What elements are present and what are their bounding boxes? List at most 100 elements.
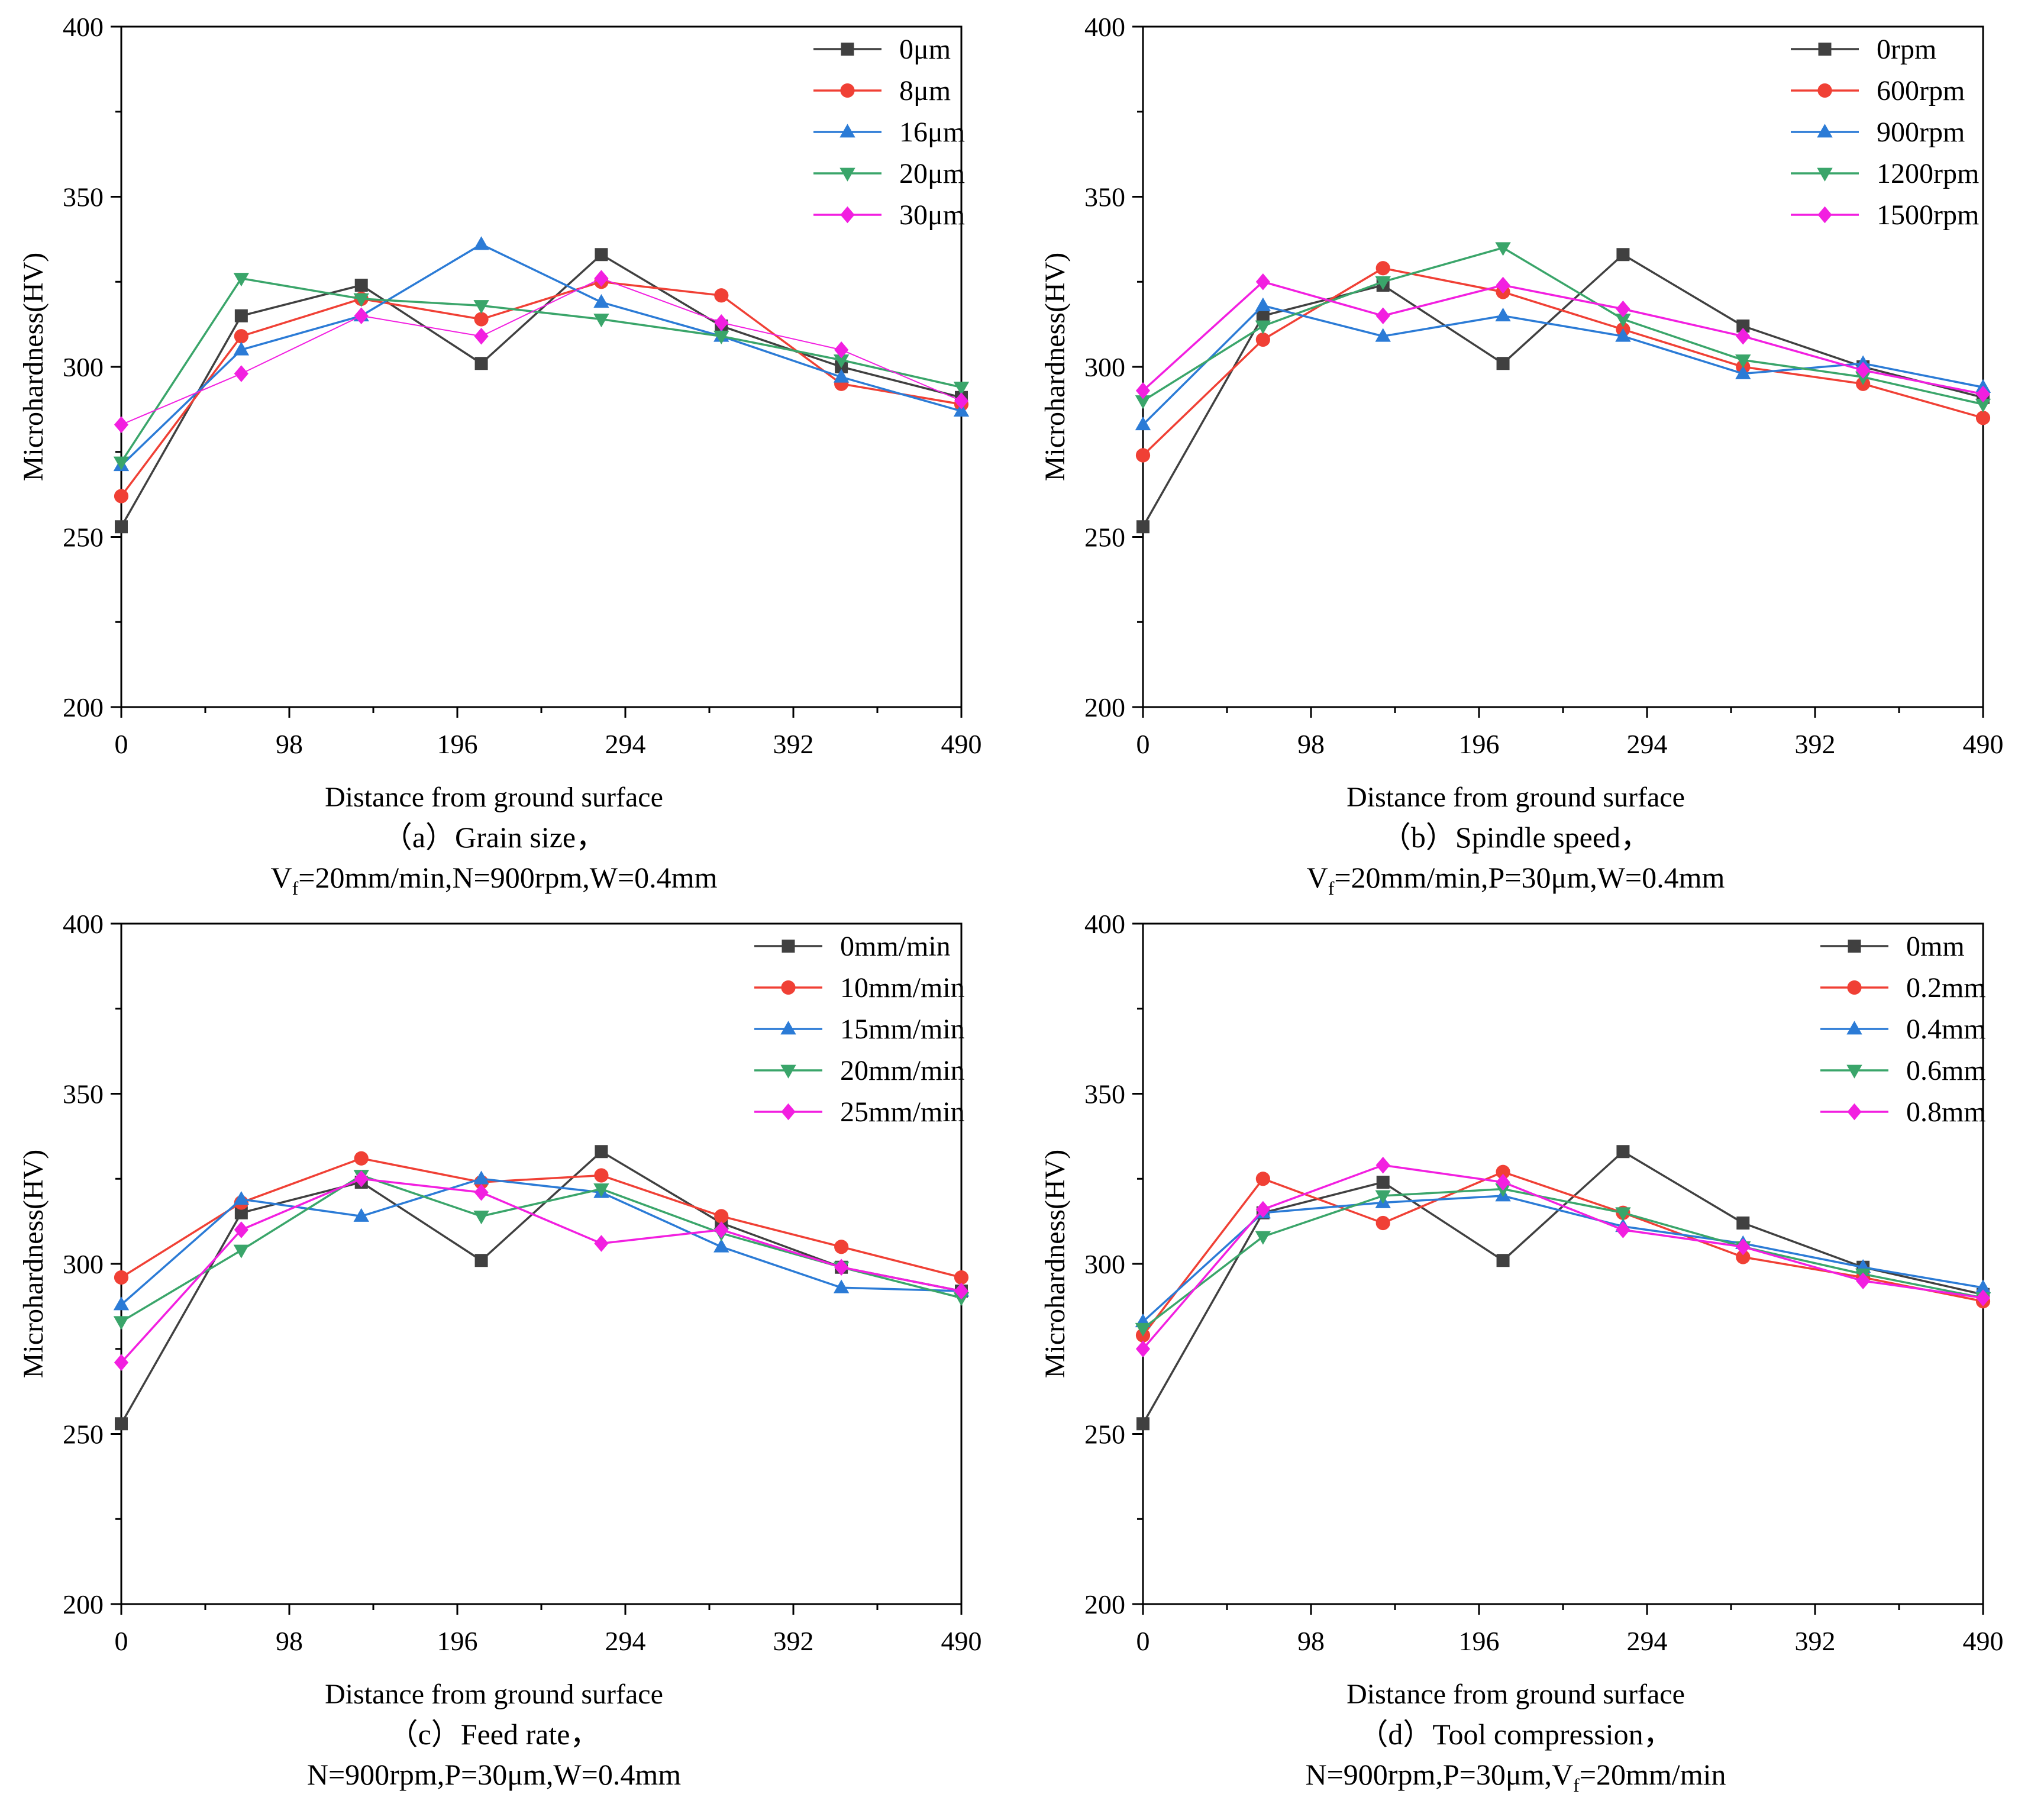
- panel-a-series-line-3: [120, 277, 962, 463]
- panel-c-y-tick-label: 400: [63, 909, 104, 939]
- panel-c-series-2-point: [353, 1208, 369, 1222]
- panel-d-series-line-3: [1142, 1188, 1984, 1330]
- panel-a-x-tick-label: 490: [941, 729, 982, 759]
- panel-d-caption-conditions: N=900rpm,P=30μm,Vf=20mm/min: [1306, 1758, 1726, 1794]
- panel-c-series-1-point: [594, 1168, 609, 1183]
- panel-c-series-3-point: [593, 1183, 609, 1198]
- panel-c-series-line-0: [120, 1150, 962, 1425]
- panel-b-series-0-point: [1136, 520, 1149, 534]
- panel-b-y-tick-label: 300: [1084, 352, 1125, 382]
- panel-c-series-0-point: [115, 1417, 128, 1431]
- panel-a-series-0-point: [595, 248, 608, 262]
- panel-d-x-tick-label: 0: [1136, 1626, 1150, 1656]
- panel-c-series-2-point: [473, 1170, 489, 1185]
- panel-d-legend-label-0: 0mm: [1906, 931, 1965, 962]
- panel-d-series-0-point: [1136, 1417, 1149, 1431]
- panel-c-series-0-point: [595, 1145, 608, 1159]
- panel-d-series-1-point: [1496, 1164, 1510, 1179]
- panel-d-legend-marker-1: [1847, 980, 1862, 995]
- panel-c-x-tick-label: 392: [773, 1626, 814, 1656]
- panel-c-legend-label-0: 0mm/min: [840, 931, 951, 962]
- panel-a-series-0-point: [474, 357, 488, 370]
- panel-b-x-tick-label: 392: [1795, 729, 1836, 759]
- panel-a-legend-marker-0: [841, 43, 854, 56]
- panel-c-series-2-point: [713, 1238, 729, 1253]
- panel-d-x-tick-label: 196: [1459, 1626, 1500, 1656]
- panel-b-series-3-point: [1975, 398, 1991, 412]
- panel-d-legend-label-4: 0.8mm: [1906, 1096, 1986, 1128]
- panel-b-series-0-point: [1616, 248, 1630, 262]
- panel-d-series-1-point: [1255, 1172, 1270, 1186]
- panel-b-legend-label-0: 0rpm: [1877, 34, 1936, 65]
- panel-d-legend-marker-2: [1846, 1021, 1862, 1035]
- panel-b-caption-conditions: Vf=20mm/min,P=30μm,W=0.4mm: [1307, 861, 1725, 897]
- panel-a-series-line-4: [121, 278, 962, 425]
- panel-b-series-1-point: [1375, 261, 1390, 276]
- panel-d-series-3-point: [1255, 1231, 1271, 1245]
- panel-d-series-line-2: [1142, 1195, 1984, 1323]
- panel-c-series-3-point: [233, 1244, 250, 1259]
- panel-b-legend-label-1: 600rpm: [1877, 75, 1965, 107]
- panel-c-series-3-point: [473, 1211, 489, 1225]
- panel-d-y-tick-label: 400: [1084, 909, 1125, 939]
- panel-d-x-tick-label: 490: [1963, 1626, 2004, 1656]
- panel-a-series-2-point: [233, 341, 250, 356]
- panel-b-series-4-point: [1496, 276, 1510, 294]
- panel-a-series-1-point: [714, 288, 729, 303]
- panel-c-x-tick-label: 294: [605, 1626, 646, 1656]
- panel-c-legend-marker-4: [781, 1103, 796, 1121]
- panel-d-series-4-point: [1135, 1340, 1151, 1358]
- panel-c-series-4-point: [834, 1259, 849, 1276]
- panel-a-series-line-2: [120, 243, 962, 467]
- panel-d-series-2-point: [1975, 1279, 1991, 1293]
- panel-d-y-tick-label: 350: [1084, 1079, 1125, 1109]
- panel-d-legend-label-1: 0.2mm: [1906, 972, 1986, 1004]
- panel-b-legend-marker-2: [1817, 124, 1833, 138]
- panel-a-series-2-point: [833, 369, 850, 383]
- panel-c-legend-marker-0: [782, 940, 795, 953]
- panel-b-legend-marker-0: [1818, 43, 1832, 56]
- panel-a-legend-label-4: 30μm: [899, 199, 965, 231]
- panel-d-series-1-point: [1375, 1215, 1390, 1231]
- panel-d-series-4-point: [1975, 1289, 1991, 1306]
- panel-c-series-line-2: [120, 1177, 962, 1306]
- panel-d-y-axis-title: Microhardness(HV): [1039, 1150, 1071, 1379]
- panel-a-y-axis-title: Microhardness(HV): [18, 253, 49, 482]
- panel-a-legend-label-0: 0μm: [899, 34, 951, 65]
- panel-a-x-tick-label: 98: [276, 729, 303, 759]
- panel-b-x-tick-label: 490: [1963, 729, 2004, 759]
- panel-c-series-4-point: [234, 1221, 248, 1238]
- panel-a-series-0-point: [354, 279, 368, 292]
- panel-a-series-3-point: [953, 382, 970, 396]
- panel-d-series-0-point: [1376, 1176, 1390, 1189]
- panel-a-y-tick-label: 300: [63, 352, 104, 382]
- panel-d-y-tick-label: 300: [1084, 1249, 1125, 1279]
- panel-c-series-4-point: [114, 1354, 129, 1372]
- panel-d-series-0-point: [1616, 1145, 1630, 1159]
- panel-b-series-2-point: [1735, 365, 1751, 379]
- panel-b-series-4-point: [1616, 300, 1630, 318]
- panel-c-series-0-point: [234, 1206, 248, 1219]
- panel-c-series-1-point: [834, 1240, 849, 1254]
- panel-a-legend-marker-1: [840, 83, 855, 98]
- panel-a-series-4-point: [954, 392, 969, 409]
- panel-d-y-tick-label: 200: [1084, 1589, 1125, 1619]
- panel-c-caption-title: （c）Feed rate，: [389, 1718, 600, 1751]
- panel-b-legend-marker-3: [1817, 167, 1833, 182]
- panel-c-legend-marker-1: [781, 980, 796, 995]
- panel-a-x-tick-label: 294: [605, 729, 646, 759]
- panel-a-series-2-point: [473, 236, 489, 250]
- panel-b-legend-label-3: 1200rpm: [1877, 158, 1979, 189]
- panel-a-series-3-point: [593, 314, 609, 328]
- panel-b-x-axis-title: Distance from ground surface: [1346, 782, 1685, 813]
- panel-c-series-line-1: [121, 1157, 962, 1279]
- panel-a-x-axis-title: Distance from ground surface: [325, 782, 663, 813]
- panel-b-series-2-point: [1615, 328, 1631, 342]
- panel-b-series-4-point: [1135, 382, 1151, 399]
- panel-a-legend-label-1: 8μm: [899, 75, 951, 107]
- panel-c-caption-conditions: N=900rpm,P=30μm,W=0.4mm: [307, 1758, 681, 1791]
- panel-b-series-3-point: [1135, 395, 1151, 409]
- panel-c-legend-marker-2: [780, 1021, 796, 1035]
- panel-a-caption-title: （a）Grain size，: [383, 821, 605, 854]
- panel-a-series-1-point: [114, 489, 129, 504]
